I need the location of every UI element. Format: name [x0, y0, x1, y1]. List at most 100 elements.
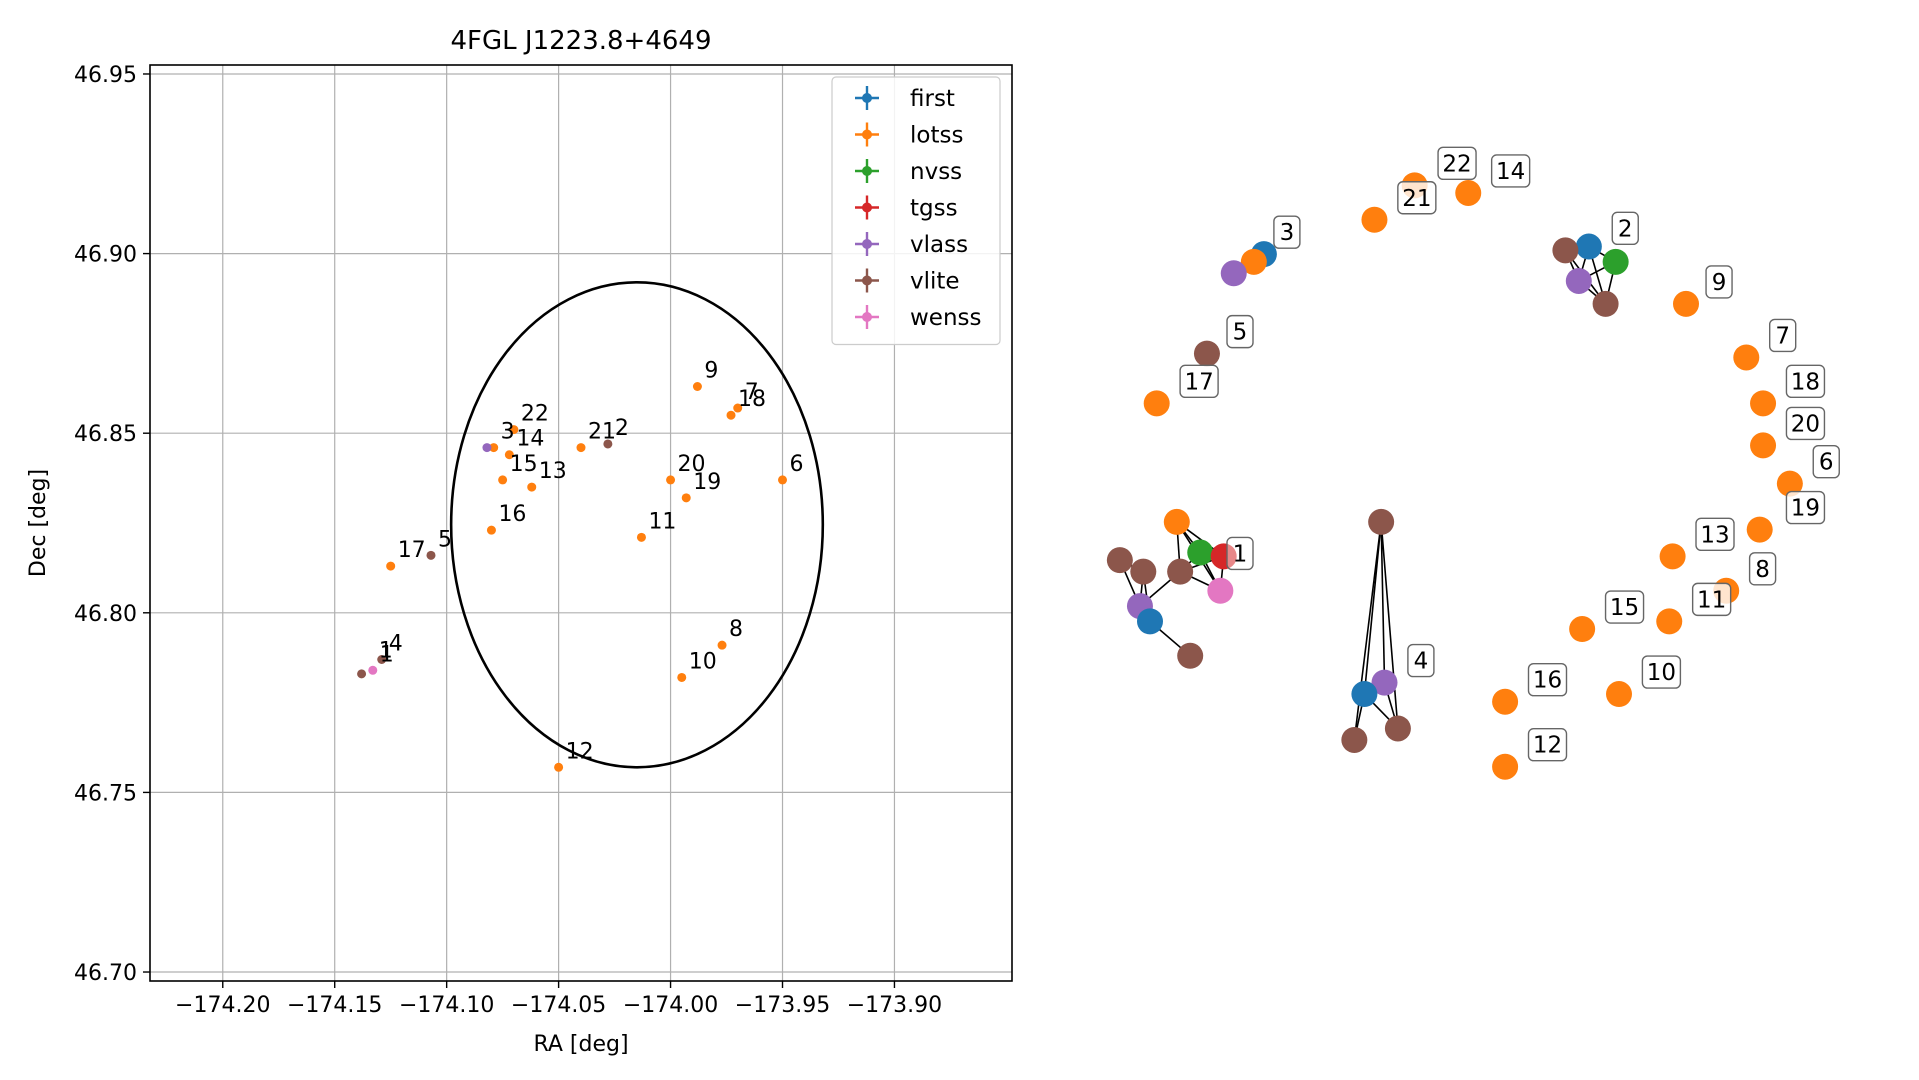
network-node-first	[1137, 608, 1163, 635]
point-label: 8	[729, 617, 743, 642]
network-node-lotss	[1492, 688, 1519, 715]
node-label-box	[1490, 154, 1531, 188]
point-label: 6	[790, 452, 804, 477]
node-label-box	[1527, 663, 1568, 697]
x-axis-label: RA [deg]	[533, 1032, 628, 1057]
node-label-text: 10	[1647, 660, 1676, 686]
node-label-box	[1226, 536, 1254, 571]
network-node-lotss	[1455, 179, 1482, 206]
network-node-label: 9	[1705, 265, 1733, 299]
plot-grid	[150, 65, 1012, 981]
node-label-box	[1812, 444, 1840, 479]
data-point-lotss	[527, 482, 537, 492]
data-point-lotss	[386, 561, 396, 571]
network-node-lotss	[1750, 390, 1777, 417]
point-label: 15	[510, 452, 538, 477]
point-label: 1	[380, 642, 394, 667]
node-label-box	[1397, 181, 1437, 215]
network-node-lotss	[1656, 608, 1683, 635]
network-node-vlite	[1341, 726, 1368, 753]
node-label-text: 13	[1700, 522, 1729, 548]
legend-item-wenss: wenss	[855, 305, 982, 331]
node-label-text: 8	[1755, 557, 1770, 583]
node-label-text: 2	[1618, 216, 1633, 242]
x-tick-label: −173.95	[735, 993, 830, 1018]
node-label-text: 9	[1712, 270, 1727, 296]
x-tick-label: −173.90	[847, 993, 942, 1018]
y-axis-label: Dec [deg]	[26, 469, 51, 577]
network-node-vlite	[1552, 237, 1579, 264]
legend-marker-dot	[862, 93, 872, 103]
legend-item-vlite: vlite	[855, 268, 960, 295]
network-node-vlass	[1371, 669, 1398, 696]
point-label: 9	[704, 358, 718, 383]
network-node-lotss	[1240, 248, 1267, 275]
node-label-text: 4	[1414, 649, 1429, 675]
node-label-box	[1748, 552, 1777, 586]
point-label: 19	[693, 470, 721, 495]
network-node-lotss	[1163, 508, 1190, 535]
legend-marker-dot	[862, 202, 872, 213]
network-node-label: 5	[1226, 314, 1254, 349]
data-point-lotss	[726, 410, 736, 420]
network-node-lotss	[1750, 432, 1777, 459]
chart-title: 4FGL J1223.8+4649	[451, 26, 712, 56]
node-label-box	[1179, 364, 1219, 399]
legend-label: tgss	[910, 196, 958, 222]
node-label-text: 20	[1791, 411, 1820, 437]
network-node-nvss	[1187, 539, 1214, 566]
point-label: 7	[745, 380, 759, 405]
network-node-nvss	[1602, 248, 1629, 275]
network-node-label: 2	[1611, 211, 1639, 246]
node-label-box	[1768, 318, 1797, 353]
node-label-text: 14	[1496, 159, 1525, 185]
data-point-lotss	[498, 475, 508, 485]
point-label: 5	[438, 527, 452, 552]
legend-label: vlite	[910, 269, 960, 295]
network-node-lotss	[1361, 206, 1388, 233]
point-label: 2	[615, 416, 629, 441]
network-node-label: 1	[1226, 536, 1254, 571]
node-label-text: 15	[1610, 595, 1639, 621]
point-label: 10	[689, 649, 717, 674]
network-node-lotss	[1606, 681, 1632, 708]
point-label: 21	[588, 420, 616, 445]
network-node-label: 17	[1179, 364, 1219, 399]
legend-marker-dot	[862, 129, 872, 140]
legend-item-first: first	[855, 86, 955, 112]
data-point-lotss	[554, 762, 564, 772]
data-point-lotss	[681, 493, 691, 503]
legend-item-lotss: lotss	[855, 122, 963, 149]
error-ellipse	[449, 281, 825, 769]
legend-label: vlass	[910, 232, 968, 258]
plot-ticks: −174.20 −174.15 −174.10 −174.05 −174.00 −173.…	[74, 63, 942, 1018]
network-node-label: 7	[1768, 318, 1797, 353]
node-label-text: 21	[1402, 186, 1431, 212]
data-point-vlite	[426, 550, 436, 560]
network-node-vlite	[1368, 508, 1395, 535]
point-label: 3	[501, 420, 515, 445]
point-label: 16	[498, 502, 526, 527]
network-node-label: 6	[1812, 444, 1840, 479]
node-label-text: 6	[1819, 450, 1834, 476]
network-node-vlass	[1220, 260, 1247, 287]
point-label: 22	[521, 402, 549, 427]
point-label: 17	[398, 538, 426, 563]
y-tick-label: 46.70	[74, 961, 137, 986]
node-label-text: 22	[1442, 151, 1471, 177]
node-label-text: 7	[1775, 323, 1790, 349]
node-label-box	[1785, 490, 1826, 525]
node-label-text: 12	[1533, 733, 1562, 759]
point-label: 13	[539, 459, 567, 484]
data-point-vlite	[603, 439, 613, 449]
node-label-box	[1407, 643, 1435, 678]
node-label-text: 18	[1791, 369, 1820, 395]
y-tick-label: 46.85	[74, 422, 137, 447]
legend-marker-dot	[862, 166, 872, 176]
node-label-box	[1785, 364, 1826, 399]
node-label-text: 1	[1233, 541, 1248, 567]
node-label-text: 16	[1533, 668, 1562, 694]
